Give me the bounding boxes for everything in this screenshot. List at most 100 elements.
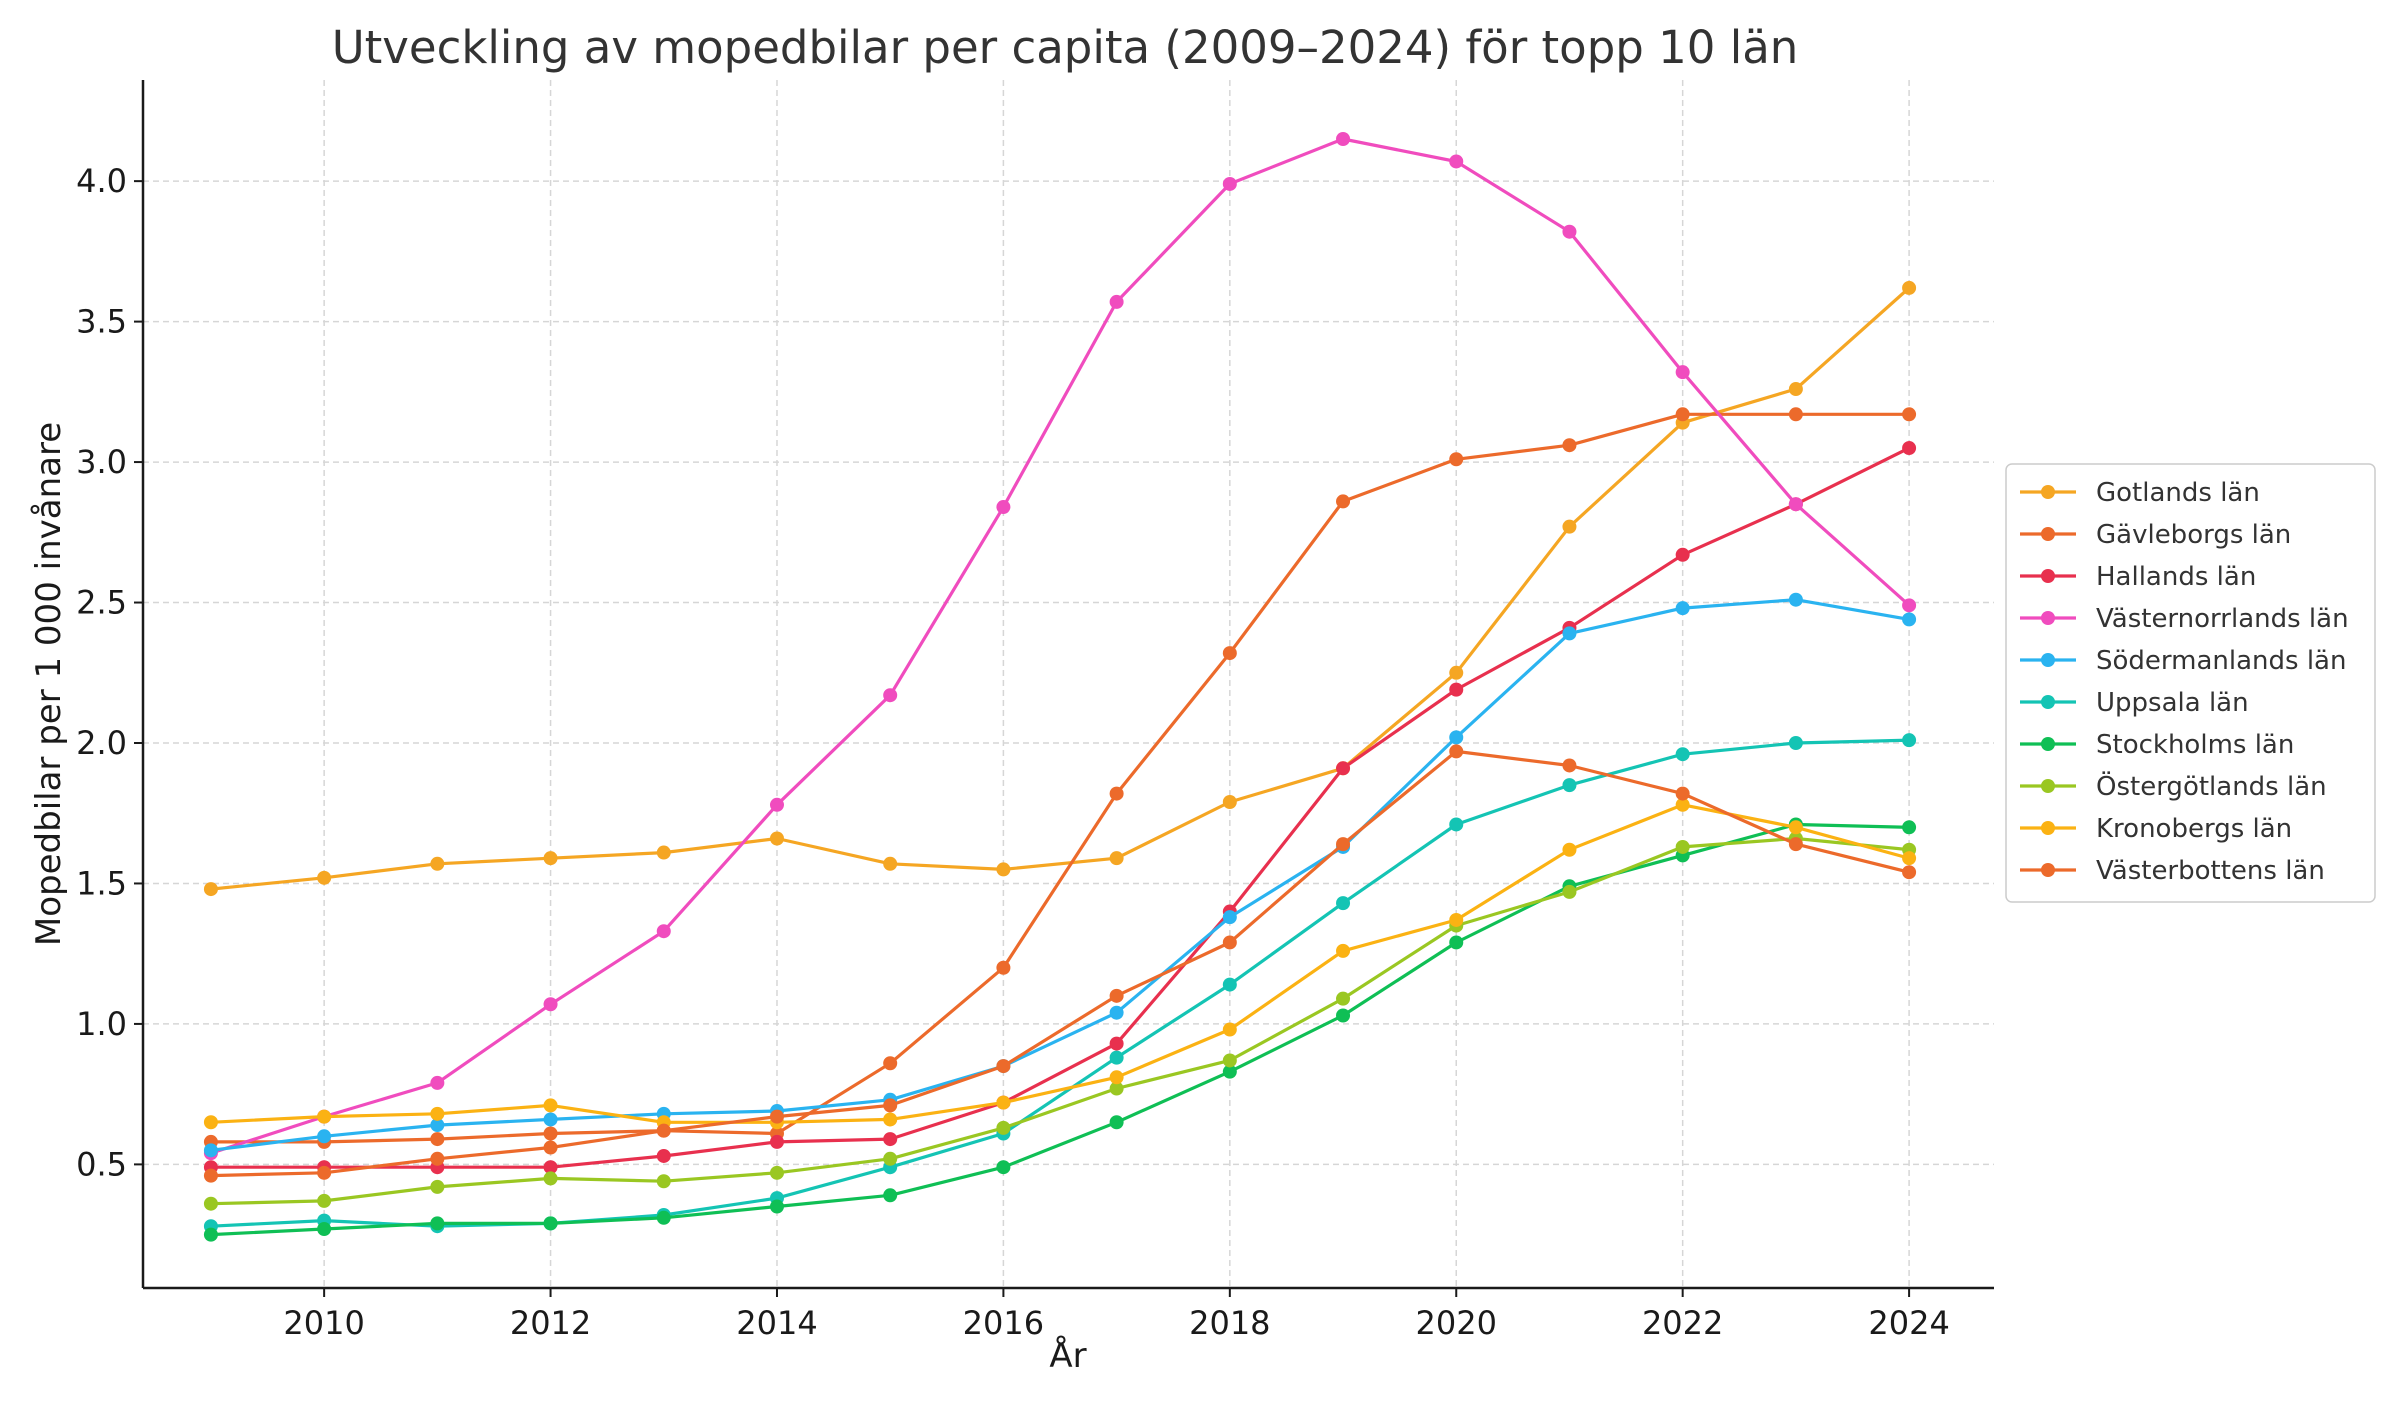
data-point xyxy=(1109,786,1124,801)
data-point xyxy=(317,1129,332,1144)
data-point xyxy=(430,1179,445,1194)
data-point xyxy=(656,845,671,860)
data-point xyxy=(1449,665,1464,680)
series-group xyxy=(203,280,1917,897)
y-tick-label: 2.5 xyxy=(76,584,127,622)
data-point xyxy=(1222,646,1237,661)
data-point xyxy=(543,1171,558,1186)
series-line xyxy=(210,836,1910,1206)
data-point xyxy=(656,1210,671,1225)
y-tick-label: 3.0 xyxy=(76,443,127,481)
data-point xyxy=(1109,851,1124,866)
data-point xyxy=(317,1109,332,1124)
data-point xyxy=(1675,365,1690,380)
data-point xyxy=(1788,592,1803,607)
y-tick-label: 4.0 xyxy=(76,162,127,200)
legend-swatch-marker xyxy=(2041,527,2055,541)
data-point xyxy=(543,1098,558,1113)
data-point xyxy=(996,1059,1011,1074)
data-point xyxy=(996,500,1011,515)
legend-label: Västernorrlands län xyxy=(2096,604,2349,634)
data-series xyxy=(203,131,1917,1242)
data-point xyxy=(1562,438,1577,453)
data-point xyxy=(430,1132,445,1147)
legend-swatch-marker xyxy=(2041,779,2055,793)
data-point xyxy=(883,1098,898,1113)
data-point xyxy=(996,1095,1011,1110)
y-tick-label: 3.5 xyxy=(76,303,127,341)
legend-label: Stockholms län xyxy=(2096,730,2294,760)
x-tick-label: 2012 xyxy=(510,1304,591,1342)
series-line xyxy=(210,137,1911,1155)
data-point xyxy=(430,1151,445,1166)
data-point xyxy=(883,1112,898,1127)
data-point xyxy=(543,1112,558,1127)
series-group xyxy=(203,441,1917,1175)
series-group xyxy=(203,797,1917,1130)
data-point xyxy=(1675,797,1690,812)
data-point xyxy=(1109,988,1124,1003)
data-point xyxy=(1449,730,1464,745)
data-point xyxy=(769,1199,784,1214)
series-line xyxy=(210,598,1910,1152)
x-tick-label: 2022 xyxy=(1642,1304,1723,1342)
data-point xyxy=(203,1227,218,1242)
data-point xyxy=(430,856,445,871)
data-point xyxy=(1109,1005,1124,1020)
data-point xyxy=(1222,1022,1237,1037)
data-point xyxy=(1902,280,1917,295)
data-point xyxy=(430,1106,445,1121)
data-point xyxy=(1222,935,1237,950)
data-point xyxy=(317,1193,332,1208)
data-point xyxy=(317,870,332,885)
x-tick-label: 2010 xyxy=(283,1304,364,1342)
data-point xyxy=(1788,407,1803,422)
legend-frame xyxy=(2005,463,2376,903)
series-group xyxy=(203,744,1917,1183)
series-line xyxy=(210,446,1910,1169)
y-tick-label: 1.5 xyxy=(76,864,127,902)
data-point xyxy=(996,1160,1011,1175)
data-point xyxy=(1562,778,1577,793)
data-point xyxy=(656,1174,671,1189)
data-point xyxy=(656,924,671,939)
data-point xyxy=(769,1134,784,1149)
data-point xyxy=(1902,598,1917,613)
legend-swatch-marker xyxy=(2041,695,2055,709)
data-point xyxy=(1562,842,1577,857)
data-point xyxy=(1109,1070,1124,1085)
data-point xyxy=(1109,1050,1124,1065)
data-point xyxy=(1675,547,1690,562)
data-point xyxy=(317,1165,332,1180)
data-point xyxy=(656,1123,671,1138)
data-point xyxy=(430,1118,445,1133)
legend-swatch-marker xyxy=(2041,863,2055,877)
data-point xyxy=(1449,744,1464,759)
data-point xyxy=(1675,786,1690,801)
data-point xyxy=(543,1140,558,1155)
data-point xyxy=(1336,494,1351,509)
data-point xyxy=(1222,977,1237,992)
data-point xyxy=(1336,131,1351,146)
data-point xyxy=(1222,1053,1237,1068)
data-point xyxy=(1788,497,1803,512)
data-point xyxy=(1902,733,1917,748)
legend-label: Kronobergs län xyxy=(2096,814,2292,844)
data-point xyxy=(1109,294,1124,309)
data-point xyxy=(1336,943,1351,958)
data-point xyxy=(543,1216,558,1231)
legend: Gotlands län Gävleborgs län Hallands län Vä… xyxy=(2005,463,2376,903)
x-tick-label: 2024 xyxy=(1868,1304,1949,1342)
data-point xyxy=(883,688,898,703)
data-point xyxy=(203,1115,218,1130)
data-point xyxy=(1788,820,1803,835)
x-axis-label: År xyxy=(1049,1335,1086,1376)
data-point xyxy=(1449,154,1464,169)
data-point xyxy=(656,1148,671,1163)
y-tick-label: 0.5 xyxy=(76,1145,127,1183)
data-point xyxy=(1675,407,1690,422)
axes xyxy=(141,80,1994,1290)
legend-swatch-marker xyxy=(2041,485,2055,499)
chart-title: Utveckling av mopedbilar per capita (200… xyxy=(332,21,1799,74)
